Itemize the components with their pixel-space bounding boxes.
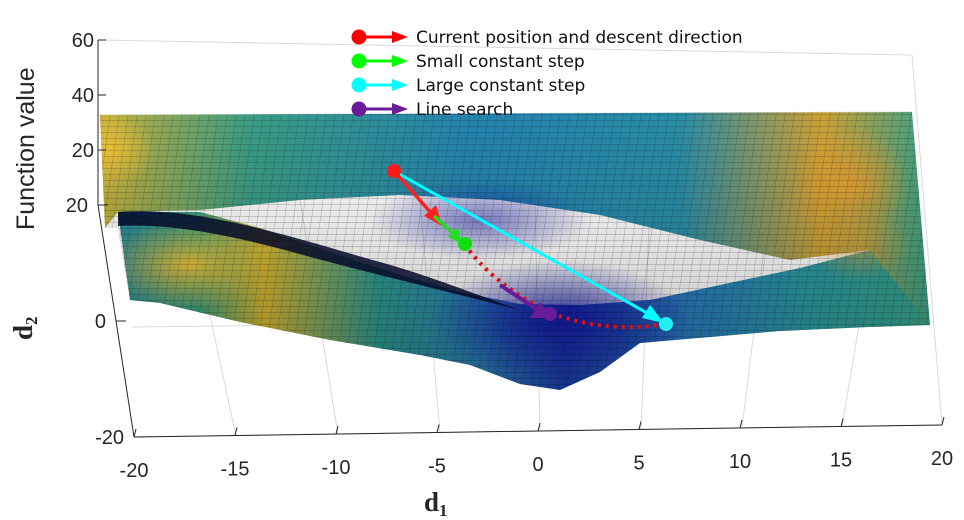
legend-label: Large constant step (416, 76, 585, 96)
y-axis-label: d2 (8, 316, 41, 340)
legend-arrowhead (392, 31, 408, 43)
x-tick-label: -5 (428, 456, 446, 478)
large-step-arrowhead (642, 305, 664, 323)
legend-item: Line search (351, 100, 513, 120)
x-tick-mark (133, 428, 137, 438)
descent-paths (387, 164, 673, 331)
legend-item: Small constant step (351, 52, 585, 72)
line-search-arrow (498, 283, 540, 312)
small-step-arrowhead (448, 227, 462, 244)
z-tick-label: 40 (72, 85, 94, 107)
y-tick-label: 20 (66, 195, 88, 217)
large-step-marker (659, 317, 673, 331)
legend-arrowhead (392, 79, 408, 91)
x-tick-label: 20 (931, 448, 953, 470)
descent-direction-arrow (392, 169, 434, 216)
y-axis-ticks: -20 0 20 (66, 195, 144, 449)
line-search-marker (543, 307, 557, 321)
function-surface (100, 112, 930, 390)
current-position-marker (387, 164, 401, 178)
x-tick-mark (234, 427, 238, 436)
z-axis-label: Function value (12, 67, 40, 230)
large-step-arrow (393, 169, 657, 320)
legend-marker (351, 29, 367, 45)
x-tick-mark (941, 416, 945, 426)
x-axis-label: d1 (424, 487, 448, 520)
z-axis-ticks: 20 40 60 (72, 30, 106, 162)
x-tick-mark (335, 425, 339, 435)
x-tick-mark (840, 418, 844, 427)
x-tick-mark (638, 421, 642, 430)
z-tick-label: 20 (72, 140, 94, 162)
x-tick-mark (537, 422, 541, 432)
legend-marker (351, 101, 367, 117)
x-tick-label: 5 (633, 453, 644, 475)
x-tick-label: -15 (221, 459, 250, 481)
x-axis-ticks: -20 -15 -10 -5 0 5 10 15 20 (120, 416, 953, 482)
legend-marker (351, 77, 367, 93)
y-tick-label: -20 (95, 427, 124, 449)
x-tick-label: 15 (830, 450, 852, 472)
legend-item: Large constant step (351, 76, 585, 96)
legend-arrowhead (392, 55, 408, 67)
x-tick-label: 10 (729, 451, 751, 473)
legend-label: Small constant step (416, 52, 585, 72)
legend: Current position and descent direction Sm… (351, 28, 743, 120)
x-tick-label: -20 (120, 460, 149, 482)
x-tick-label: -10 (322, 457, 351, 479)
legend-label: Current position and descent direction (416, 28, 743, 48)
line-search-path (463, 242, 666, 330)
x-tick-mark (436, 424, 440, 433)
legend-label: Line search (416, 100, 513, 120)
x-tick-mark (739, 419, 743, 429)
small-step-marker (458, 237, 472, 251)
y-tick-label: 0 (95, 311, 106, 333)
legend-marker (351, 53, 367, 69)
legend-arrowhead (392, 103, 408, 115)
z-tick-label: 60 (72, 30, 94, 52)
legend-item: Current position and descent direction (351, 28, 743, 48)
x-tick-label: 0 (532, 454, 543, 476)
